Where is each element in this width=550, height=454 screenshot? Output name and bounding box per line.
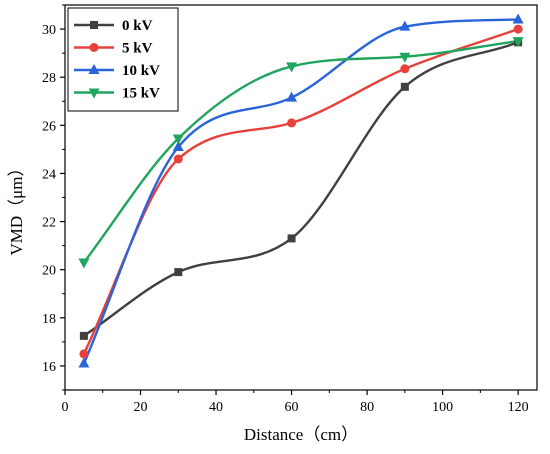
y-tick-label: 24	[42, 167, 56, 182]
data-points	[78, 13, 524, 368]
fit-curves	[82, 18, 519, 364]
data-point	[399, 52, 411, 63]
data-point	[172, 134, 184, 145]
y-tick-label: 20	[42, 264, 56, 279]
data-point	[174, 268, 183, 277]
data-point	[400, 64, 410, 74]
data-point	[512, 37, 524, 48]
legend-label: 15 kV	[122, 86, 160, 102]
legend-marker	[88, 88, 100, 99]
x-tick-label: 40	[209, 400, 223, 415]
data-point	[79, 331, 88, 340]
series-curve-0	[83, 41, 519, 337]
legend-marker	[89, 43, 99, 52]
data-point	[78, 258, 90, 269]
x-axis-title: Distance（cm）	[244, 425, 358, 444]
x-tick-label: 120	[508, 400, 529, 415]
legend-label: 0 kV	[122, 18, 153, 34]
y-tick-label: 26	[42, 119, 56, 134]
y-axis-ticks: 16 18 20 22 24 26 28 30	[42, 4, 65, 391]
data-point	[79, 349, 89, 359]
series-curve-3	[82, 39, 519, 264]
data-point	[173, 154, 183, 164]
series-curve-2	[82, 18, 519, 364]
x-tick-label: 80	[360, 400, 374, 415]
data-point	[78, 357, 90, 368]
data-point	[400, 82, 409, 91]
y-tick-label: 16	[42, 360, 56, 375]
legend-marker	[90, 21, 98, 29]
x-tick-label: 100	[432, 400, 453, 415]
x-axis-ticks: 0 20 40 60 80 100 120	[62, 390, 529, 415]
y-tick-label: 30	[42, 23, 56, 38]
y-tick-label: 22	[42, 216, 56, 231]
data-point	[286, 91, 298, 102]
legend-label: 10 kV	[122, 63, 160, 79]
data-point	[399, 20, 411, 31]
data-point	[287, 234, 296, 243]
data-point	[513, 24, 523, 34]
legend-label: 5 kV	[122, 41, 153, 57]
data-point	[512, 13, 524, 24]
x-tick-label: 60	[285, 400, 299, 415]
x-tick-label: 0	[62, 400, 69, 415]
data-point	[286, 62, 298, 73]
legend-marker	[88, 64, 100, 74]
data-point	[287, 118, 297, 128]
y-tick-label: 28	[42, 71, 56, 86]
legend: 0 kV 5 kV 10 kV 15 kV	[67, 7, 179, 112]
data-point	[172, 140, 184, 151]
x-tick-label: 20	[134, 400, 148, 415]
y-axis-title: VMD（μm）	[7, 159, 26, 255]
y-tick-label: 18	[42, 312, 56, 327]
